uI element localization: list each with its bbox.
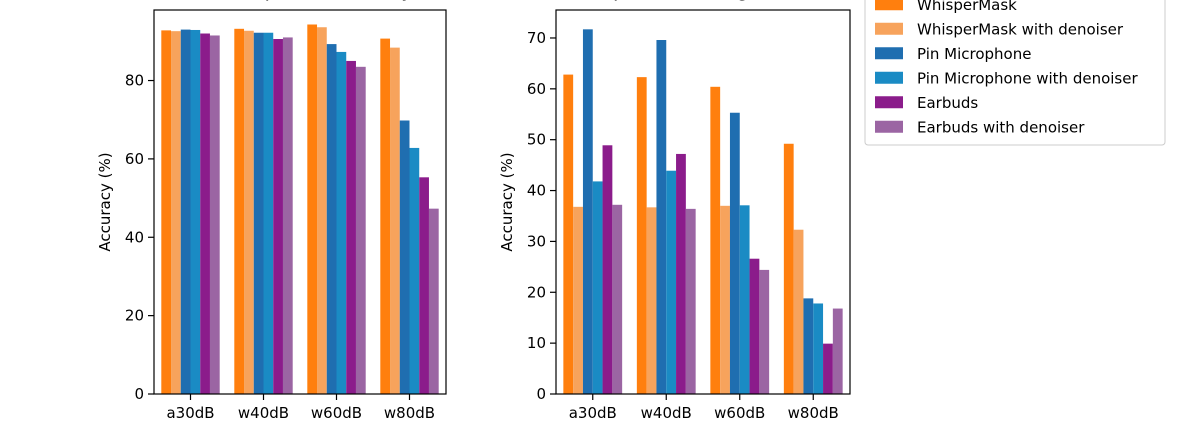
y-tick-label: 0 xyxy=(536,385,546,403)
bar-pin-microphone-with-denoiser-w40db xyxy=(263,32,274,394)
y-tick-label: 60 xyxy=(125,150,144,168)
bar-pin-microphone-a30db xyxy=(180,29,191,395)
legend-swatch xyxy=(875,47,903,60)
y-tick-label: 30 xyxy=(527,232,546,250)
y-tick-label: 40 xyxy=(527,182,546,200)
bar-earbuds-w80db xyxy=(823,343,833,394)
bar-earbuds-with-denoiser-w60db xyxy=(355,66,366,394)
bar-pin-microphone-with-denoiser-a30db xyxy=(592,181,603,394)
legend-label: Pin Microphone with denoiser xyxy=(917,69,1138,87)
legend-swatch xyxy=(875,120,903,133)
bar-earbuds-with-denoiser-w60db xyxy=(759,269,770,394)
y-axis-label: Accuracy (%) xyxy=(96,152,114,251)
bar-pin-microphone-w60db xyxy=(326,44,337,395)
legend-swatch xyxy=(875,71,903,84)
legend-box xyxy=(864,0,1166,146)
y-tick-label: 0 xyxy=(134,385,144,403)
bar-earbuds-w40db xyxy=(273,39,283,394)
plot-frame xyxy=(153,9,447,395)
bar-pin-microphone-w80db xyxy=(399,120,410,394)
x-tick-label: w80dB xyxy=(788,404,839,422)
y-tick-label: 20 xyxy=(527,283,546,301)
legend-label: Earbuds with denoiser xyxy=(917,118,1085,136)
bar-earbuds-a30db xyxy=(602,145,613,394)
bar-whispermask-with-denoiser-w40db xyxy=(646,207,657,394)
bar-whispermask-with-denoiser-w60db xyxy=(317,27,327,395)
bar-earbuds-with-denoiser-w40db xyxy=(282,37,293,395)
legend-swatch xyxy=(875,96,903,109)
bar-earbuds-with-denoiser-w80db xyxy=(832,308,843,394)
bar-whispermask-a30db xyxy=(563,74,574,394)
y-tick-label: 40 xyxy=(125,228,144,246)
x-tick-label: w60dB xyxy=(714,404,765,422)
y-axis-label: Accuracy (%) xyxy=(498,152,516,251)
legend-swatch xyxy=(875,22,903,35)
x-tick-label: a30dB xyxy=(569,404,617,422)
bar-whispermask-a30db xyxy=(161,30,172,394)
bar-earbuds-with-denoiser-w40db xyxy=(685,208,696,394)
bar-whispermask-w40db xyxy=(636,77,647,394)
x-tick-label: a30dB xyxy=(166,404,214,422)
x-tick-label: w60dB xyxy=(311,404,362,422)
bar-pin-microphone-w40db xyxy=(253,32,264,394)
bar-earbuds-w80db xyxy=(419,177,429,394)
bar-pin-microphone-with-denoiser-w80db xyxy=(813,303,824,394)
y-tick-label: 10 xyxy=(527,334,546,352)
y-tick-label: 20 xyxy=(125,307,144,325)
bar-whispermask-w80db xyxy=(783,143,794,394)
legend-label: Pin Microphone xyxy=(917,45,1031,63)
transcription-accuracy-chart: Transcription Accuracy 0 20 40 60 80 a30dB w40d… xyxy=(96,0,447,422)
bar-whispermask-w80db xyxy=(380,38,391,394)
y-tick-label: 50 xyxy=(527,131,546,149)
bar-whispermask-with-denoiser-w80db xyxy=(793,229,804,394)
bar-pin-microphone-with-denoiser-a30db xyxy=(190,29,201,394)
bar-pin-microphone-with-denoiser-w40db xyxy=(666,170,677,394)
bar-earbuds-a30db xyxy=(200,33,210,394)
bar-pin-microphone-w60db xyxy=(729,112,740,395)
bar-whispermask-with-denoiser-w40db xyxy=(244,30,254,395)
bar-earbuds-w60db xyxy=(346,60,356,394)
x-tick-label: w40dB xyxy=(641,404,692,422)
chart-title: Transcription Accuracy xyxy=(186,0,413,1)
bar-earbuds-with-denoiser-a30db xyxy=(209,35,220,394)
bar-pin-microphone-w40db xyxy=(656,40,667,394)
bar-whispermask-w60db xyxy=(710,86,721,395)
bar-pin-microphone-with-denoiser-w80db xyxy=(409,147,420,394)
bar-whispermask-with-denoiser-w60db xyxy=(720,205,730,394)
bar-whispermask-with-denoiser-a30db xyxy=(573,206,583,394)
bar-pin-microphone-with-denoiser-w60db xyxy=(336,51,347,395)
plot-frame xyxy=(555,9,851,395)
bar-whispermask-w40db xyxy=(234,28,245,395)
y-tick-label: 70 xyxy=(527,29,546,47)
legend-swatch xyxy=(875,0,903,11)
bar-earbuds-w40db xyxy=(676,153,686,394)
y-tick-label: 60 xyxy=(527,80,546,98)
chart-legend: WhisperMask WhisperMask with denoiser Pin … xyxy=(864,0,1166,146)
bar-pin-microphone-with-denoiser-w60db xyxy=(739,205,750,394)
bar-earbuds-with-denoiser-w80db xyxy=(428,208,439,394)
bar-earbuds-with-denoiser-a30db xyxy=(612,204,623,394)
bar-pin-microphone-a30db xyxy=(582,29,593,395)
legend-label: Earbuds xyxy=(917,94,978,112)
bar-earbuds-w60db xyxy=(749,258,760,394)
bar-pin-microphone-w80db xyxy=(803,298,814,394)
speaker-recognition-chart: Speaker Recognition 0 10 20 30 40 50 60 70 a30dB w… xyxy=(498,0,851,422)
bar-whispermask-with-denoiser-a30db xyxy=(171,31,181,394)
bar-whispermask-with-denoiser-w80db xyxy=(390,47,400,395)
legend-label: WhisperMask with denoiser xyxy=(917,20,1124,38)
bar-whispermask-w60db xyxy=(307,24,318,394)
y-tick-label: 80 xyxy=(125,72,144,90)
chart-title: Speaker Recognition xyxy=(600,0,805,1)
x-tick-label: w40dB xyxy=(238,404,289,422)
legend-label: WhisperMask xyxy=(917,0,1017,14)
x-tick-label: w80dB xyxy=(384,404,435,422)
